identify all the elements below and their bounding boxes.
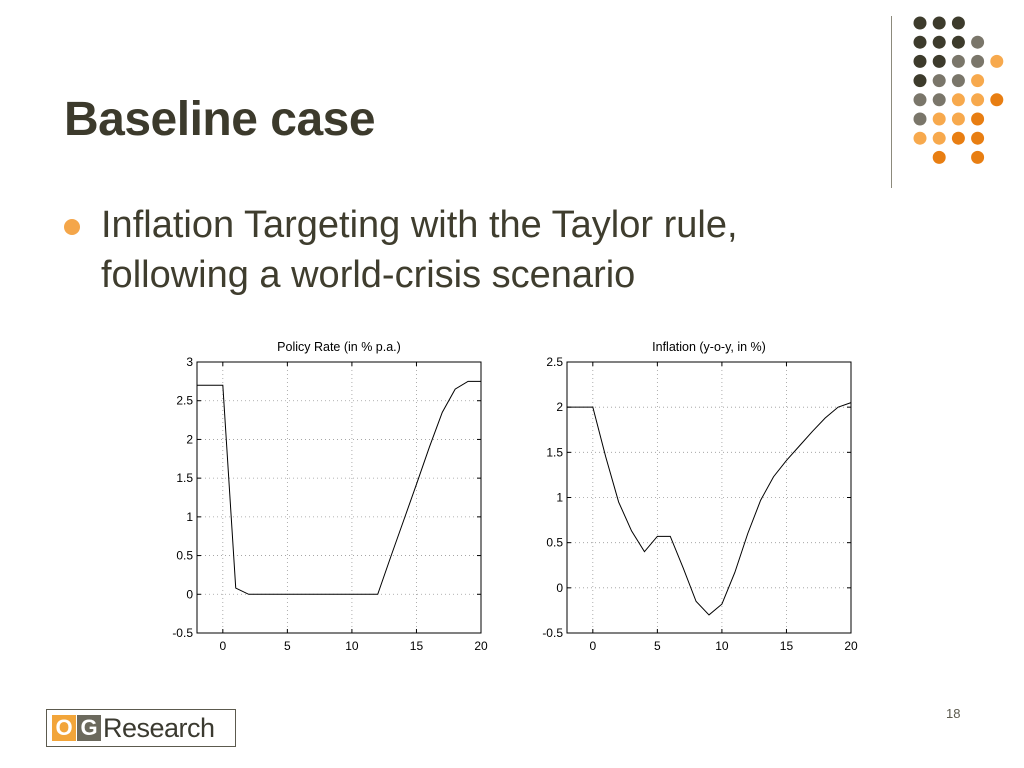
y-tick-label: 3 [186, 355, 193, 369]
slide-title: Baseline case [64, 93, 376, 146]
decorative-dot [951, 54, 965, 68]
y-tick-label: 0.5 [176, 549, 193, 563]
decorative-dot [951, 16, 965, 30]
y-tick-label: 2 [186, 432, 193, 446]
decorative-dot [932, 74, 946, 88]
decorative-dot-grid [913, 16, 1004, 164]
chart-title: Inflation (y-o-y, in %) [652, 340, 766, 354]
decorative-dot [971, 112, 985, 126]
y-tick-label: 0 [556, 581, 563, 595]
decorative-dot [951, 35, 965, 49]
x-tick-label: 20 [474, 639, 488, 653]
decorative-dot [932, 150, 946, 164]
x-tick-label: 5 [654, 639, 661, 653]
y-tick-label: 2.5 [176, 394, 193, 408]
decorative-dot [971, 150, 985, 164]
x-tick-label: 5 [284, 639, 291, 653]
decorative-dot [913, 16, 927, 30]
x-tick-label: 10 [715, 639, 729, 653]
page-number: 18 [946, 706, 961, 721]
bullet-icon [64, 219, 80, 235]
decorative-dot [932, 93, 946, 107]
x-tick-label: 15 [410, 639, 424, 653]
decorative-dot [971, 131, 985, 145]
y-tick-label: 2 [556, 400, 563, 414]
decorative-dot [913, 112, 927, 126]
decorative-dot [951, 112, 965, 126]
decorative-dot [971, 74, 985, 88]
series-line [567, 402, 852, 616]
y-tick-label: 1.5 [546, 445, 563, 459]
y-tick-label: 1 [186, 510, 193, 524]
decorative-dot [932, 35, 946, 49]
decorative-dot [971, 54, 985, 68]
x-tick-label: 15 [780, 639, 794, 653]
series-line [197, 380, 481, 595]
decorative-dot [951, 131, 965, 145]
logo-g-letter: G [77, 715, 101, 741]
bullet-text: Inflation Targeting with the Taylor rule… [101, 204, 738, 296]
decorative-dot [932, 131, 946, 145]
y-tick-label: -0.5 [172, 626, 193, 640]
decorative-dot [971, 35, 985, 49]
y-tick-label: 0 [186, 587, 193, 601]
plot-frame [196, 361, 482, 634]
ogresearch-logo: O G Research [46, 709, 236, 747]
x-tick-label: 0 [219, 639, 226, 653]
decorative-dot [913, 131, 927, 145]
y-tick-label: -0.5 [542, 626, 563, 640]
y-tick-label: 0.5 [546, 536, 563, 550]
decorative-dot [971, 93, 985, 107]
x-tick-label: 10 [345, 639, 359, 653]
decorative-dot [932, 16, 946, 30]
decorative-dot [951, 93, 965, 107]
decorative-divider [891, 16, 892, 188]
chart-title: Policy Rate (in % p.a.) [277, 340, 401, 354]
decorative-dot [990, 54, 1004, 68]
logo-o-letter: O [52, 715, 76, 741]
decorative-dot [990, 93, 1004, 107]
logo-text: Research [103, 713, 215, 743]
decorative-dot [951, 74, 965, 88]
decorative-dot [913, 74, 927, 88]
decorative-dot [913, 54, 927, 68]
y-tick-label: 1 [556, 491, 563, 505]
x-tick-label: 0 [589, 639, 596, 653]
y-tick-label: 2.5 [546, 355, 563, 369]
plot-frame [566, 361, 852, 634]
decorative-dot [932, 112, 946, 126]
y-tick-label: 1.5 [176, 471, 193, 485]
decorative-dot [932, 54, 946, 68]
decorative-dot [913, 35, 927, 49]
decorative-dot [913, 93, 927, 107]
x-tick-label: 20 [844, 639, 858, 653]
policy-rate-chart: 0 5 10 15 20 -0.5 0 0.5 1 1.5 2 2.5 3 Policy Rate (in… [160, 330, 500, 665]
inflation-chart: 0 5 10 15 20 -0.5 0 0.5 1 1.5 2 2.5 Inflation (y-o-y… [530, 330, 870, 665]
